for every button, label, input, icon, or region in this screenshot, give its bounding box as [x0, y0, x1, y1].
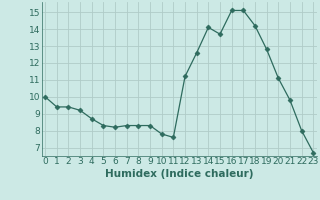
X-axis label: Humidex (Indice chaleur): Humidex (Indice chaleur) — [105, 169, 253, 179]
